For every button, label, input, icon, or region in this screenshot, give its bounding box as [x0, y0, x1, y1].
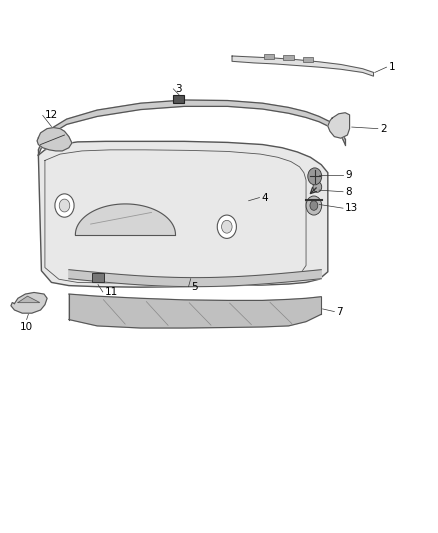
Text: 3: 3	[176, 84, 182, 94]
Circle shape	[313, 182, 322, 192]
Polygon shape	[75, 204, 176, 235]
Polygon shape	[39, 141, 328, 287]
Text: 9: 9	[345, 171, 352, 180]
Text: 7: 7	[336, 306, 343, 317]
Circle shape	[310, 201, 318, 211]
Text: 1: 1	[389, 62, 396, 72]
Polygon shape	[328, 113, 350, 138]
Polygon shape	[69, 270, 321, 287]
Circle shape	[59, 199, 70, 212]
Bar	[173, 95, 184, 103]
Text: 10: 10	[20, 321, 33, 332]
Text: 4: 4	[261, 192, 268, 203]
Bar	[92, 273, 104, 282]
Bar	[264, 54, 274, 59]
Text: 8: 8	[345, 187, 352, 197]
Circle shape	[306, 196, 322, 215]
Text: 11: 11	[105, 287, 118, 297]
Bar	[303, 56, 314, 62]
Polygon shape	[232, 56, 374, 76]
Polygon shape	[11, 293, 47, 313]
Circle shape	[308, 168, 322, 185]
Text: 5: 5	[191, 281, 198, 292]
Polygon shape	[69, 294, 321, 328]
Polygon shape	[39, 100, 345, 155]
Circle shape	[222, 220, 232, 233]
Text: 2: 2	[380, 124, 387, 134]
Bar	[283, 55, 294, 60]
Polygon shape	[37, 127, 72, 151]
Polygon shape	[18, 296, 40, 303]
Circle shape	[217, 215, 237, 238]
Circle shape	[55, 194, 74, 217]
Text: 12: 12	[45, 110, 58, 120]
Text: 13: 13	[345, 203, 358, 213]
